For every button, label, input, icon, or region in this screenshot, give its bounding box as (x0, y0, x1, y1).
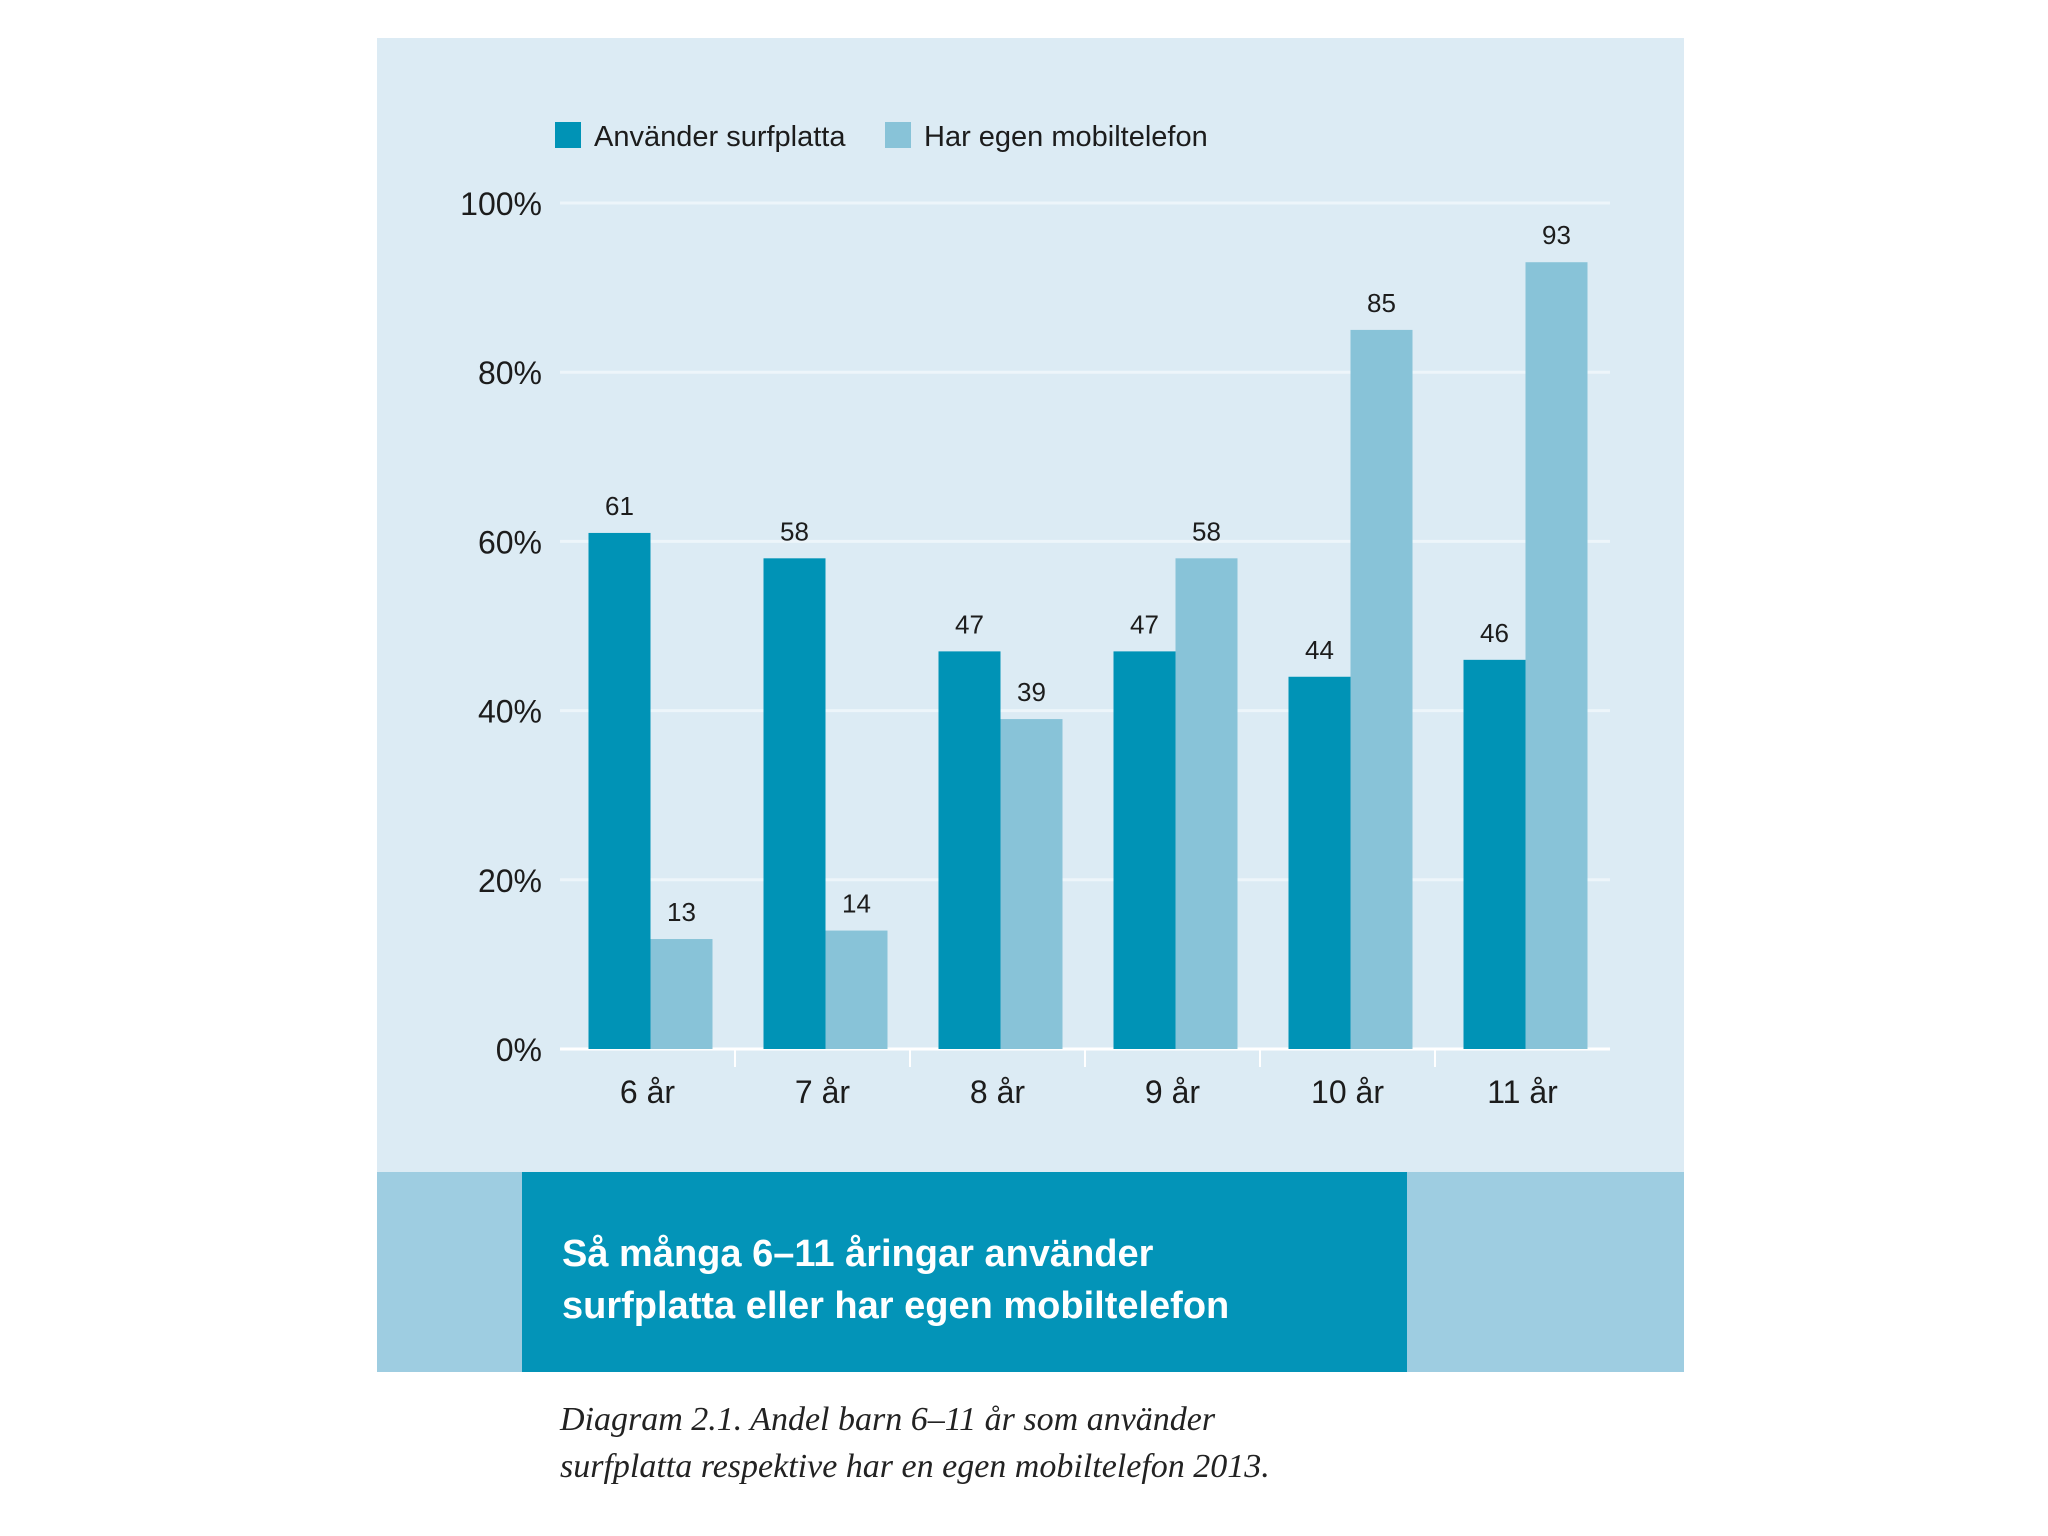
y-tick-label: 0% (496, 1032, 542, 1068)
chart-title-line-2: surfplatta eller har egen mobiltelefon (562, 1285, 1230, 1327)
legend-swatch-mobiltelefon (885, 122, 911, 148)
data-label: 13 (667, 897, 696, 927)
data-label: 85 (1367, 288, 1396, 318)
title-band-right (1407, 1172, 1684, 1372)
figure-caption: Diagram 2.1. Andel barn 6–11 år som anvä… (560, 1396, 1460, 1490)
data-label: 47 (1130, 609, 1159, 639)
bar-mobiltelefon (1175, 558, 1238, 1049)
data-label: 47 (955, 609, 984, 639)
x-tick-label: 11 år (1487, 1074, 1558, 1110)
data-label: 58 (1192, 516, 1221, 546)
legend-label: Har egen mobiltelefon (924, 121, 1208, 153)
data-label: 39 (1017, 677, 1046, 707)
bar-mobiltelefon (650, 939, 713, 1049)
legend-swatch-surfplatta (555, 122, 581, 148)
chart-title-line-1: Så många 6–11 åringar använder (562, 1233, 1154, 1275)
y-tick-label: 80% (478, 355, 542, 391)
x-tick-label: 6 år (620, 1074, 675, 1110)
title-band-left (377, 1172, 522, 1372)
data-label: 61 (605, 491, 634, 521)
y-tick-label: 60% (478, 524, 542, 560)
chart-panel: 0% 20% 40% 60% 80% 100% 61 13 6 år 58 14 7 år 47 39 8 … (377, 38, 1684, 1372)
data-label: 93 (1542, 220, 1571, 250)
data-label: 44 (1305, 635, 1334, 665)
bar-surfplatta (1463, 659, 1526, 1049)
bar-surfplatta (938, 651, 1001, 1049)
data-label: 58 (780, 516, 809, 546)
bar-chart: 0% 20% 40% 60% 80% 100% 61 13 6 år 58 14 7 år 47 39 8 … (377, 38, 1684, 1172)
bar-surfplatta (763, 558, 826, 1049)
x-tick-label: 8 år (970, 1074, 1025, 1110)
x-tick-label: 10 år (1311, 1074, 1384, 1110)
bar-mobiltelefon (825, 930, 888, 1049)
bar-mobiltelefon (1000, 719, 1063, 1049)
caption-line-1: Diagram 2.1. Andel barn 6–11 år som anvä… (560, 1401, 1216, 1438)
caption-line-2: surfplatta respektive har en egen mobilt… (560, 1448, 1270, 1485)
chart-title: Så många 6–11 åringar använder surfplatt… (562, 1228, 1362, 1332)
x-tick-label: 7 år (795, 1074, 850, 1110)
data-label: 14 (842, 889, 871, 919)
bar-surfplatta (1113, 651, 1176, 1049)
data-label: 46 (1480, 618, 1509, 648)
bar-surfplatta (1288, 676, 1351, 1049)
y-tick-label: 40% (478, 694, 542, 730)
bar-surfplatta (588, 532, 651, 1049)
y-tick-label: 20% (478, 863, 542, 899)
legend-label: Använder surfplatta (594, 121, 846, 153)
title-box: Så många 6–11 åringar använder surfplatt… (522, 1172, 1407, 1372)
y-tick-label: 100% (460, 186, 542, 222)
bar-mobiltelefon (1525, 262, 1588, 1050)
x-tick-label: 9 år (1145, 1074, 1200, 1110)
bar-mobiltelefon (1350, 329, 1413, 1049)
